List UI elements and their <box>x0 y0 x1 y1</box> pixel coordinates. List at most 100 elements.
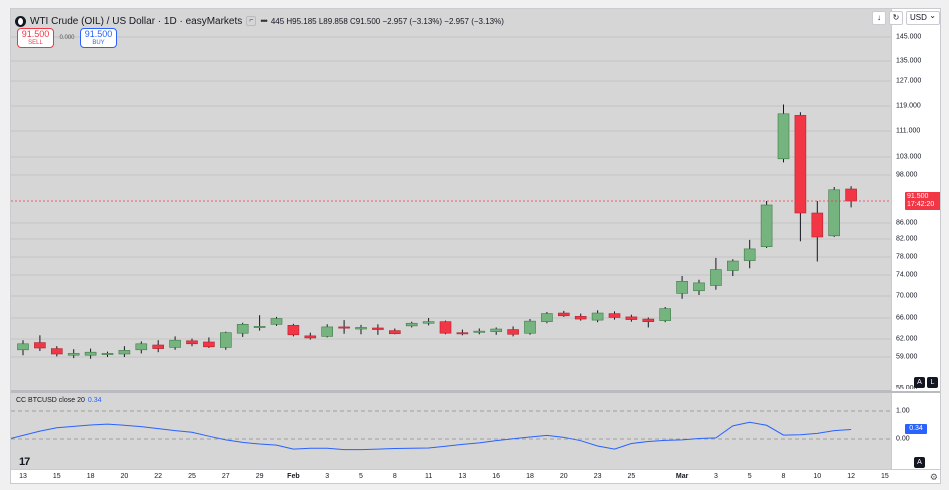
candle[interactable] <box>591 310 604 323</box>
candle[interactable] <box>270 316 283 326</box>
price-axis-label: 135.000 <box>896 57 922 65</box>
auto-scale-button[interactable]: A <box>914 377 925 388</box>
more-options-icon[interactable]: ••• <box>260 16 268 26</box>
sell-button[interactable]: 91.500 SELL <box>17 28 54 48</box>
candle-body <box>811 212 824 238</box>
candle-body <box>642 318 655 322</box>
candle-body <box>321 326 334 337</box>
candle[interactable] <box>236 322 249 337</box>
candle[interactable] <box>287 323 300 337</box>
main-price-pane[interactable]: WTI Crude (OIL) / US Dollar · 1D · easyM… <box>11 9 891 391</box>
visibility-icon[interactable]: ⌐ <box>246 16 257 26</box>
time-axis-label: 10 <box>813 473 822 480</box>
candle-body <box>34 342 46 349</box>
pane-separator[interactable] <box>11 390 940 393</box>
refresh-icon[interactable]: ↻ <box>889 11 903 25</box>
candle[interactable] <box>304 332 317 340</box>
candle-body <box>743 248 756 261</box>
price-axis-label: 145.000 <box>896 33 922 41</box>
candle[interactable] <box>490 327 503 335</box>
price-axis[interactable]: ↓ ↻ USD 145.000 135.000 127.000 119.000 111.… <box>872 9 940 391</box>
candle[interactable] <box>17 340 29 356</box>
candle-body <box>524 320 536 334</box>
candle[interactable] <box>422 318 435 326</box>
candle[interactable] <box>828 187 841 237</box>
time-axis-label: 8 <box>781 473 786 480</box>
candle[interactable] <box>710 257 722 290</box>
candle[interactable] <box>321 324 334 338</box>
indicator-line <box>11 421 852 451</box>
candle-body <box>118 350 131 355</box>
candle[interactable] <box>203 337 215 348</box>
candle[interactable] <box>50 346 63 357</box>
candle-body <box>101 353 114 355</box>
candle[interactable] <box>405 321 418 328</box>
indicator-pane[interactable]: CC BTCUSD close 20 0.34 17 <box>11 393 891 469</box>
candle[interactable] <box>625 314 638 322</box>
buy-button[interactable]: 91.500 BUY <box>80 28 117 48</box>
candle[interactable] <box>456 329 469 336</box>
candle[interactable] <box>557 310 570 317</box>
candle[interactable] <box>118 346 131 357</box>
candle[interactable] <box>253 315 266 331</box>
candle[interactable] <box>186 338 198 347</box>
candle[interactable] <box>473 328 486 335</box>
candle[interactable] <box>388 328 401 335</box>
candle[interactable] <box>84 348 97 359</box>
indicator-auto-button[interactable]: A <box>914 457 925 468</box>
candle[interactable] <box>524 319 536 335</box>
time-axis-label: 29 <box>255 473 264 480</box>
candle[interactable] <box>169 336 181 350</box>
indicator-current-tag: 0.34 <box>905 424 927 435</box>
candle[interactable] <box>355 324 367 335</box>
indicator-axis[interactable]: 1.00 0.00 0.34 A <box>891 393 940 469</box>
candle[interactable] <box>642 317 655 328</box>
candle[interactable] <box>101 351 114 357</box>
candle[interactable] <box>135 341 148 354</box>
candle[interactable] <box>67 349 80 359</box>
candle[interactable] <box>693 279 705 295</box>
candle[interactable] <box>372 324 384 335</box>
candle[interactable] <box>541 311 553 324</box>
candle[interactable] <box>507 326 519 337</box>
time-axis-label: 15 <box>52 473 61 480</box>
candle[interactable] <box>574 313 587 321</box>
candle[interactable] <box>777 104 790 163</box>
candle-body <box>659 308 672 321</box>
candle[interactable] <box>338 320 350 334</box>
candle[interactable] <box>794 112 807 242</box>
candle[interactable] <box>676 276 688 299</box>
candle[interactable] <box>659 307 672 323</box>
indicator-name[interactable]: CC BTCUSD close 20 <box>16 397 85 404</box>
time-axis-label: 3 <box>713 473 718 480</box>
candle[interactable] <box>845 186 857 208</box>
candlestick-chart[interactable] <box>11 9 891 391</box>
indicator-chart[interactable] <box>11 393 891 469</box>
candle[interactable] <box>726 259 739 277</box>
currency-select[interactable]: USD <box>906 10 940 25</box>
log-scale-button[interactable]: L <box>927 377 938 388</box>
candle[interactable] <box>34 335 46 351</box>
time-axis-label: Feb <box>287 473 300 480</box>
trade-panel: 91.500 SELL 0.000 91.500 BUY <box>17 28 117 48</box>
candle[interactable] <box>152 340 164 353</box>
candle[interactable] <box>760 201 773 248</box>
candle[interactable] <box>811 201 824 262</box>
spread-value: 0.000 <box>59 35 75 41</box>
download-icon[interactable]: ↓ <box>872 11 886 25</box>
time-axis[interactable]: 13 15 18 20 22 25 27 29 Feb 3 5 8 11 13 16 18 20 23 25 Mar 3… <box>11 469 940 483</box>
candle-body <box>490 328 503 332</box>
tradingview-logo[interactable]: 17 <box>19 456 30 468</box>
time-axis-label: 8 <box>392 473 397 480</box>
candle[interactable] <box>608 311 621 320</box>
candle-body <box>405 322 418 327</box>
time-axis-label: 25 <box>188 473 196 480</box>
candle-body <box>439 321 452 334</box>
candle-body <box>50 348 63 355</box>
candle-body <box>574 316 587 320</box>
candle[interactable] <box>743 239 756 269</box>
symbol-title[interactable]: WTI Crude (OIL) / US Dollar · 1D · easyM… <box>30 15 243 27</box>
settings-gear-icon[interactable]: ⚙ <box>929 472 938 482</box>
candle[interactable] <box>439 320 452 335</box>
candle[interactable] <box>220 331 232 350</box>
